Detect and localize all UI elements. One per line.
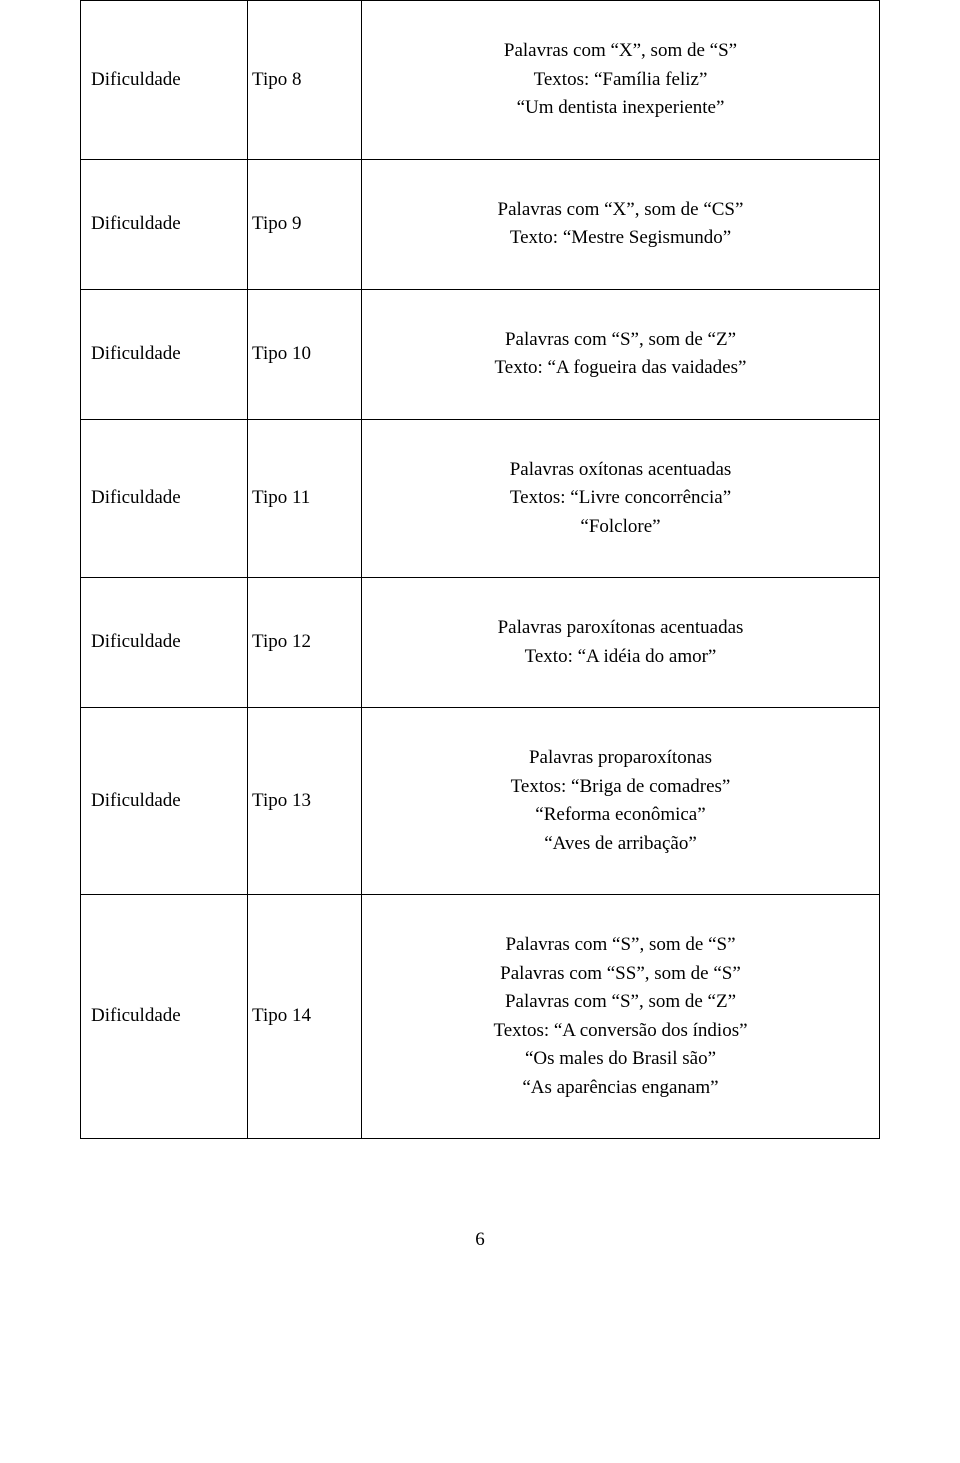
description-cell: Palavras paroxítonas acentuadasTexto: “A…: [362, 578, 880, 708]
table-row: DificuldadeTipo 13Palavras proparoxítona…: [81, 708, 880, 895]
table-row: DificuldadeTipo 11Palavras oxítonas acen…: [81, 419, 880, 578]
difficulty-label: Dificuldade: [81, 895, 248, 1139]
type-label: Tipo 9: [248, 159, 362, 289]
page-number: 6: [80, 1229, 880, 1251]
description-cell: Palavras com “S”, som de “Z”Texto: “A fo…: [362, 289, 880, 419]
type-label: Tipo 13: [248, 708, 362, 895]
table-row: DificuldadeTipo 14Palavras com “S”, som …: [81, 895, 880, 1139]
description-line: Palavras paroxítonas acentuadas: [498, 614, 744, 643]
description-cell: Palavras oxítonas acentuadasTextos: “Liv…: [362, 419, 880, 578]
type-label: Tipo 10: [248, 289, 362, 419]
description-line: “As aparências enganam”: [493, 1074, 747, 1103]
description-line: Textos: “Família feliz”: [504, 66, 737, 95]
description-cell: Palavras com “X”, som de “S”Textos: “Fam…: [362, 1, 880, 160]
type-label: Tipo 11: [248, 419, 362, 578]
description-line: “Um dentista inexperiente”: [504, 94, 737, 123]
difficulty-label: Dificuldade: [81, 578, 248, 708]
description-line: Textos: “Briga de comadres”: [511, 773, 731, 802]
difficulty-label: Dificuldade: [81, 1, 248, 160]
difficulty-label: Dificuldade: [81, 289, 248, 419]
table-row: DificuldadeTipo 9Palavras com “X”, som d…: [81, 159, 880, 289]
table-row: DificuldadeTipo 8Palavras com “X”, som d…: [81, 1, 880, 160]
description-line: Textos: “A conversão dos índios”: [493, 1017, 747, 1046]
description-line: Palavras com “S”, som de “S”: [493, 931, 747, 960]
description-line: “Folclore”: [510, 513, 732, 542]
difficulty-label: Dificuldade: [81, 159, 248, 289]
description-line: Palavras com “X”, som de “CS”: [498, 196, 744, 225]
description-line: “Os males do Brasil são”: [493, 1045, 747, 1074]
description-line: “Reforma econômica”: [511, 801, 731, 830]
document-page: DificuldadeTipo 8Palavras com “X”, som d…: [0, 0, 960, 1311]
description-line: Palavras com “X”, som de “S”: [504, 37, 737, 66]
description-cell: Palavras com “X”, som de “CS”Texto: “Mes…: [362, 159, 880, 289]
description-line: Texto: “A fogueira das vaidades”: [495, 354, 747, 383]
description-line: Palavras com “S”, som de “Z”: [495, 326, 747, 355]
description-line: “Aves de arribação”: [511, 830, 731, 859]
type-label: Tipo 8: [248, 1, 362, 160]
table-row: DificuldadeTipo 12Palavras paroxítonas a…: [81, 578, 880, 708]
content-table: DificuldadeTipo 8Palavras com “X”, som d…: [80, 0, 880, 1139]
type-label: Tipo 14: [248, 895, 362, 1139]
description-cell: Palavras com “S”, som de “S”Palavras com…: [362, 895, 880, 1139]
description-line: Palavras oxítonas acentuadas: [510, 456, 732, 485]
type-label: Tipo 12: [248, 578, 362, 708]
table-row: DificuldadeTipo 10Palavras com “S”, som …: [81, 289, 880, 419]
difficulty-label: Dificuldade: [81, 708, 248, 895]
description-line: Textos: “Livre concorrência”: [510, 484, 732, 513]
description-line: Palavras com “SS”, som de “S”: [493, 960, 747, 989]
difficulty-label: Dificuldade: [81, 419, 248, 578]
description-line: Texto: “Mestre Segismundo”: [498, 224, 744, 253]
description-line: Texto: “A idéia do amor”: [498, 643, 744, 672]
description-line: Palavras com “S”, som de “Z”: [493, 988, 747, 1017]
description-line: Palavras proparoxítonas: [511, 744, 731, 773]
description-cell: Palavras proparoxítonasTextos: “Briga de…: [362, 708, 880, 895]
